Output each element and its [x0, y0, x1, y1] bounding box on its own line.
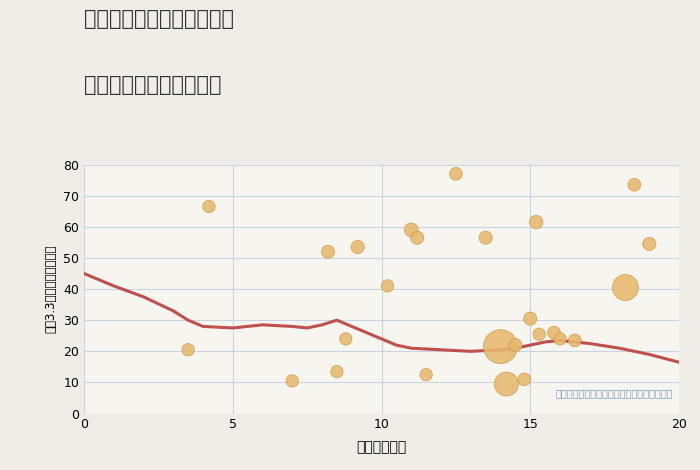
- Point: [352, 243, 363, 251]
- Y-axis label: 坪（3.3㎡）単価（万円）: 坪（3.3㎡）単価（万円）: [45, 245, 57, 333]
- Point: [406, 226, 417, 234]
- Point: [629, 181, 640, 188]
- Point: [203, 203, 214, 210]
- Point: [510, 341, 521, 349]
- Point: [382, 282, 393, 290]
- Point: [450, 170, 461, 178]
- Point: [340, 335, 351, 343]
- Point: [495, 343, 506, 351]
- Point: [412, 234, 423, 242]
- Point: [620, 284, 631, 291]
- Point: [331, 368, 342, 376]
- Point: [322, 248, 333, 256]
- Point: [549, 329, 560, 337]
- Point: [287, 377, 298, 384]
- Point: [183, 346, 194, 353]
- Point: [531, 219, 542, 226]
- Point: [533, 330, 545, 338]
- Text: 駅距離別中古戸建て価格: 駅距離別中古戸建て価格: [84, 75, 221, 95]
- X-axis label: 駅距離（分）: 駅距離（分）: [356, 440, 407, 454]
- Point: [644, 240, 655, 248]
- Point: [421, 371, 432, 378]
- Point: [519, 376, 530, 383]
- Point: [501, 380, 512, 388]
- Text: 兵庫県豊岡市出石町安良の: 兵庫県豊岡市出石町安良の: [84, 9, 234, 30]
- Text: 円の大きさは、取引のあった物件面積を示す: 円の大きさは、取引のあった物件面積を示す: [556, 389, 673, 399]
- Point: [480, 234, 491, 242]
- Point: [569, 337, 580, 344]
- Point: [525, 315, 536, 322]
- Point: [554, 335, 566, 343]
